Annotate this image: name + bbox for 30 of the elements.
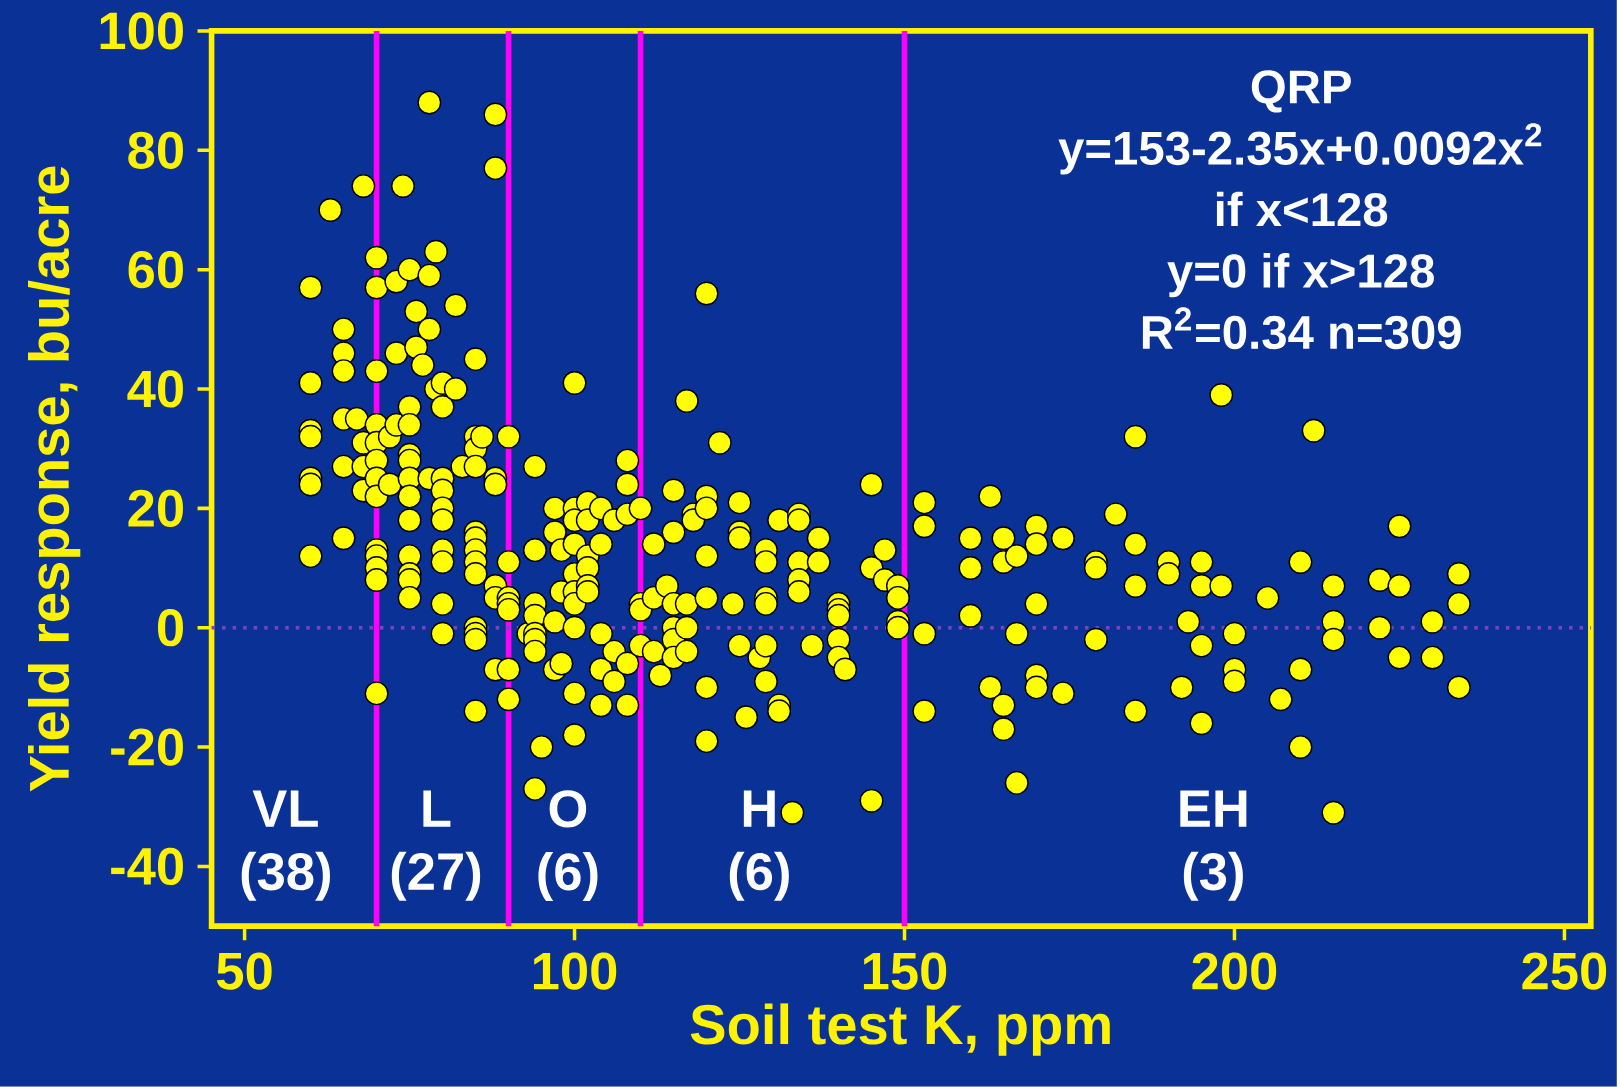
annotation: H <box>743 790 775 827</box>
x-tick-label: 100 <box>533 952 617 990</box>
y-tick-label: 0 <box>157 609 183 647</box>
annotation: L <box>423 790 451 827</box>
annotation: (3) <box>1183 851 1243 901</box>
x-tick-label: 200 <box>1192 952 1277 990</box>
annotation: QRP <box>1251 70 1351 113</box>
annotation: if x<128 <box>1216 191 1388 227</box>
x-tick-label: 50 <box>216 952 272 990</box>
annotation: (6) <box>538 852 598 902</box>
x-tick-label: 150 <box>863 952 947 990</box>
y-tick-label: 100 <box>100 12 183 50</box>
y-tick-label: -20 <box>111 728 183 766</box>
annotation: VL <box>252 790 318 827</box>
annotation: O <box>549 790 587 828</box>
annotation: R$^{2}$=0.34 n=309 <box>1142 307 1461 350</box>
annotation: EH <box>1180 790 1247 827</box>
annotation: y=153-2.35x+0.0092x$^{2}$ <box>1058 123 1542 175</box>
annotation: (38) <box>241 851 330 901</box>
x-axis-title: Soil test K, ppm <box>690 1003 1110 1056</box>
x-tick-label: 250 <box>1522 952 1607 990</box>
y-tick-label: 40 <box>127 370 183 408</box>
y-tick-label: 80 <box>128 131 183 169</box>
annotation: (27) <box>391 851 481 901</box>
y-tick-label: -40 <box>111 847 183 886</box>
y-tick-label: 60 <box>128 251 183 289</box>
annotation: y=0 if x>128 <box>1167 253 1434 298</box>
annotation: (6) <box>729 851 789 901</box>
y-axis-title: Yield response, bu/acre <box>28 166 81 792</box>
y-tick-label: 20 <box>128 489 183 528</box>
